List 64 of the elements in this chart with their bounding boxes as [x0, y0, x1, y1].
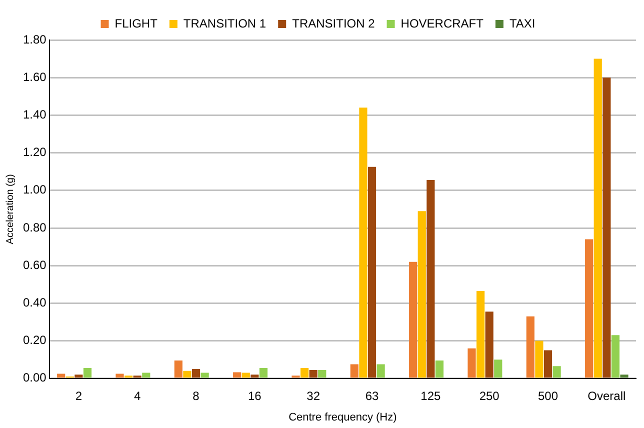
bar [83, 368, 92, 378]
bar [376, 364, 385, 378]
x-tick-label: 63 [365, 388, 380, 403]
bar [192, 369, 200, 378]
x-tick-label: 250 [479, 388, 500, 403]
x-tick-label: Overall [588, 388, 626, 403]
x-axis-title: Centre frequency (Hz) [288, 411, 397, 424]
y-tick-label: 0.40 [22, 296, 47, 310]
bar [250, 374, 259, 378]
y-axis-title: Acceleration (g) [4, 174, 16, 244]
y-tick-label: 0.00 [22, 370, 47, 385]
bar [318, 370, 326, 378]
bar [233, 372, 242, 378]
bar [544, 350, 552, 378]
bar [426, 180, 435, 378]
y-tick-label: 1.40 [22, 108, 47, 122]
bar [242, 372, 250, 378]
y-tick-label: 1.00 [22, 182, 47, 197]
bar [300, 368, 309, 378]
bar [418, 211, 426, 378]
legend-label: HOVERCRAFT [400, 16, 484, 30]
bar [309, 370, 318, 378]
legend-label: TRANSITION 1 [183, 16, 266, 30]
y-tick-label: 1.20 [22, 145, 47, 160]
bar [602, 78, 611, 378]
bar [74, 374, 83, 378]
bar [476, 290, 485, 378]
bar [594, 58, 602, 378]
bar [359, 108, 368, 378]
bar [435, 360, 444, 378]
bar [535, 340, 544, 378]
x-tick-label: 4 [134, 388, 142, 403]
legend-label: TRANSITION 2 [292, 16, 376, 30]
bar [116, 374, 124, 378]
bar [526, 316, 534, 378]
bar [409, 262, 418, 378]
x-tick-label: 8 [192, 388, 200, 403]
y-tick-label: 1.80 [22, 32, 47, 46]
bar [57, 374, 66, 378]
bar [468, 348, 476, 378]
bar [259, 368, 268, 378]
bar [485, 312, 494, 378]
bar [494, 360, 502, 378]
bar [174, 360, 182, 378]
x-tick-label: 2 [75, 388, 82, 403]
bar [183, 370, 192, 378]
legend-label: FLIGHT [114, 16, 158, 30]
bar [620, 374, 628, 378]
legend-label: TAXI [509, 16, 536, 30]
bar [585, 239, 594, 378]
y-tick-label: 0.60 [22, 258, 47, 272]
y-tick-label: 0.80 [22, 220, 47, 234]
x-tick-label: 500 [538, 388, 558, 403]
bar [368, 166, 376, 378]
x-tick-label: 16 [248, 388, 262, 403]
bar [200, 372, 209, 378]
bar [142, 372, 150, 378]
bar [552, 366, 561, 378]
y-tick-label: 0.20 [22, 333, 47, 348]
bar [350, 364, 358, 378]
x-tick-label: 125 [420, 388, 442, 403]
bar [611, 335, 620, 378]
y-tick-label: 1.60 [22, 70, 47, 84]
x-tick-label: 32 [306, 388, 320, 403]
